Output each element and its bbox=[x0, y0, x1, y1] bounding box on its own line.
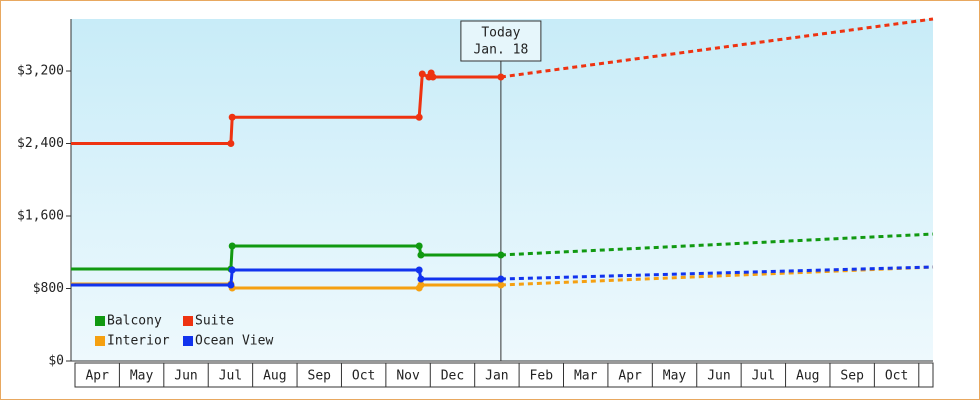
price-point bbox=[497, 251, 505, 259]
x-tick-label: Jul bbox=[752, 369, 775, 384]
forecast-line bbox=[500, 17, 934, 79]
legend-swatch bbox=[183, 336, 193, 346]
forecast-line bbox=[500, 265, 934, 281]
legend-label: Balcony bbox=[107, 314, 162, 329]
x-tick-label: Mar bbox=[574, 369, 598, 384]
x-tick-label: Apr bbox=[618, 369, 642, 384]
plot-area bbox=[71, 19, 933, 361]
price-point bbox=[429, 73, 437, 81]
y-tick-label: $800 bbox=[33, 281, 64, 296]
price-point bbox=[227, 140, 235, 148]
x-tick-label: Feb bbox=[530, 369, 554, 384]
legend-swatch bbox=[183, 316, 193, 326]
price-point bbox=[415, 242, 423, 250]
price-point bbox=[417, 251, 425, 259]
x-tick-label: Dec bbox=[441, 369, 464, 384]
x-tick-label: Sep bbox=[840, 369, 864, 384]
price-point bbox=[417, 281, 425, 289]
price-line bbox=[71, 244, 501, 271]
price-point bbox=[228, 242, 236, 250]
x-tick-label: Aug bbox=[263, 369, 286, 384]
x-tick-label: Jan bbox=[485, 369, 508, 384]
legend-swatch bbox=[95, 316, 105, 326]
y-tick-label: $0 bbox=[48, 354, 64, 369]
price-point bbox=[228, 266, 236, 274]
price-point bbox=[417, 275, 425, 283]
x-tick-label: Apr bbox=[85, 369, 109, 384]
price-point bbox=[415, 266, 423, 274]
x-tick-label: May bbox=[663, 369, 687, 384]
price-point bbox=[497, 281, 505, 289]
x-axis-band bbox=[74, 362, 934, 388]
x-tick-label: Oct bbox=[885, 369, 908, 384]
x-tick-label: Oct bbox=[352, 369, 375, 384]
legend-label: Interior bbox=[107, 334, 170, 349]
y-tick-label: $3,200 bbox=[17, 64, 64, 79]
price-point bbox=[415, 113, 423, 121]
price-point bbox=[418, 70, 426, 78]
x-tick-label: Jul bbox=[219, 369, 242, 384]
x-tick-label: Nov bbox=[396, 369, 420, 384]
today-label: Jan. 18 bbox=[473, 43, 528, 58]
today-box bbox=[460, 20, 542, 62]
x-tick-label: May bbox=[130, 369, 154, 384]
price-point bbox=[228, 113, 236, 121]
price-line bbox=[71, 268, 501, 287]
legend-label: Suite bbox=[195, 314, 234, 329]
x-tick-label: Jun bbox=[174, 369, 197, 384]
x-tick-label: Jun bbox=[707, 369, 730, 384]
y-tick-label: $1,600 bbox=[17, 209, 64, 224]
today-label: Today bbox=[481, 26, 520, 41]
price-point bbox=[497, 73, 505, 81]
price-point bbox=[497, 275, 505, 283]
x-tick-label: Sep bbox=[308, 369, 332, 384]
x-tick-label: Aug bbox=[796, 369, 819, 384]
price-point bbox=[227, 281, 235, 289]
legend-label: Ocean View bbox=[195, 334, 273, 349]
legend-swatch bbox=[95, 336, 105, 346]
forecast-line bbox=[500, 232, 934, 257]
y-tick-label: $2,400 bbox=[17, 136, 64, 151]
